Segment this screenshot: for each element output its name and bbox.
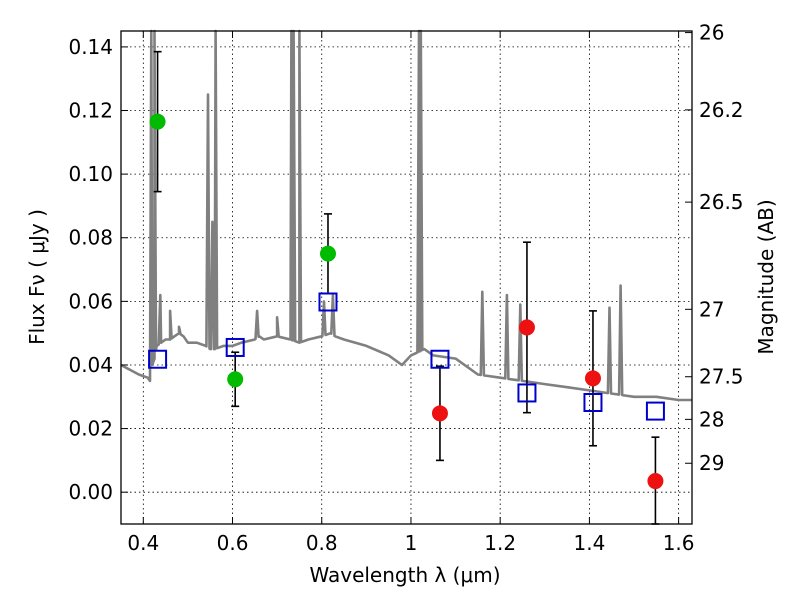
x-axis-label: Wavelength λ (μm)	[309, 563, 500, 587]
x-tick-label: 0.4	[127, 531, 159, 555]
photometry-point	[150, 114, 165, 129]
y-tick-label: 0.12	[68, 99, 113, 123]
y-tick-label: 0.02	[68, 417, 113, 441]
error-bars	[154, 52, 660, 524]
y-axis-label: Flux Fν ( μJy )	[25, 209, 49, 345]
x-tick-label: 1.2	[484, 531, 516, 555]
photometry-point	[519, 320, 534, 335]
right-tick-label: 29	[699, 451, 724, 475]
x-tick-label: 0.8	[306, 531, 338, 555]
photometry-point	[432, 406, 447, 421]
x-tick-label: 0.6	[217, 531, 249, 555]
x-tick-label: 1.4	[573, 531, 605, 555]
y-tick-label: 0.14	[68, 35, 113, 59]
y-tick-label: 0.00	[68, 480, 113, 504]
model-flux-square	[647, 403, 664, 420]
axis-ticks: 0.4 0.6 0.8 1 1.2 1.4 1.6 0.00 0.02 0.04 0.06 0.08 0…	[68, 21, 743, 555]
photometry-point	[585, 371, 600, 386]
model-spectrum	[121, 31, 692, 400]
photometry-point	[648, 474, 663, 489]
data-markers	[149, 114, 664, 488]
sed-chart: 0.4 0.6 0.8 1 1.2 1.4 1.6 0.00 0.02 0.04 0.06 0.08 0…	[0, 0, 800, 600]
y-tick-label: 0.06	[68, 289, 113, 313]
photometry-point	[320, 246, 335, 261]
x-tick-label: 1	[405, 531, 418, 555]
model-spectrum-line	[121, 31, 692, 400]
right-tick-label: 27	[699, 297, 724, 321]
x-tick-label: 1.6	[663, 531, 695, 555]
y-tick-label: 0.08	[68, 226, 113, 250]
right-axis-label: Magnitude (AB)	[754, 199, 778, 354]
y-tick-label: 0.04	[68, 353, 113, 377]
y-tick-label: 0.10	[68, 162, 113, 186]
photometry-point	[228, 372, 243, 387]
right-tick-label: 26	[699, 21, 724, 45]
right-tick-label: 28	[699, 407, 724, 431]
right-tick-label: 26.2	[699, 98, 744, 122]
right-tick-label: 26.5	[699, 190, 744, 214]
right-tick-label: 27.5	[699, 365, 744, 389]
